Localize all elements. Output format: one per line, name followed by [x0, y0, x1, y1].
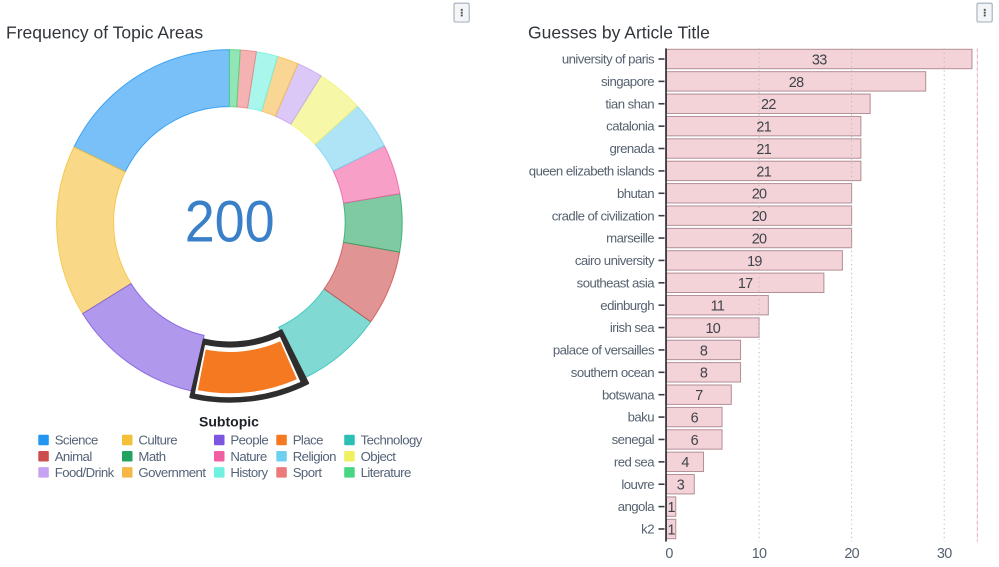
svg-text:Frequency of Topic Areas: Frequency of Topic Areas — [6, 22, 203, 42]
svg-text:4: 4 — [681, 455, 689, 471]
svg-text:Government: Government — [138, 465, 206, 480]
svg-text:Science: Science — [55, 433, 98, 448]
svg-text:1: 1 — [667, 522, 675, 538]
svg-text:21: 21 — [756, 142, 771, 158]
svg-text:louvre: louvre — [621, 477, 654, 492]
svg-text:3: 3 — [677, 478, 685, 494]
svg-text:edinburgh: edinburgh — [600, 298, 654, 313]
svg-text:Place: Place — [293, 433, 323, 448]
svg-text:university of paris: university of paris — [562, 52, 655, 67]
svg-text:cradle of civilization: cradle of civilization — [552, 208, 654, 223]
svg-text:Nature: Nature — [230, 449, 266, 464]
svg-text:cairo university: cairo university — [575, 253, 655, 268]
svg-text:Sport: Sport — [293, 465, 323, 480]
svg-text:Math: Math — [138, 449, 165, 464]
svg-text:Culture: Culture — [138, 433, 177, 448]
svg-text:catalonia: catalonia — [606, 119, 655, 134]
svg-text:22: 22 — [761, 97, 776, 113]
svg-text:singapore: singapore — [601, 74, 654, 89]
svg-text:History: History — [230, 465, 268, 480]
svg-text:11: 11 — [711, 299, 725, 315]
svg-text:Object: Object — [361, 449, 397, 464]
svg-text:Guesses by Article Title: Guesses by Article Title — [528, 22, 710, 42]
svg-text:red sea: red sea — [614, 454, 655, 469]
svg-text:k2: k2 — [641, 522, 654, 537]
svg-text:Animal: Animal — [55, 449, 93, 464]
svg-text:Technology: Technology — [361, 433, 423, 448]
svg-text:Literature: Literature — [361, 465, 411, 480]
svg-text:palace of versailles: palace of versailles — [553, 343, 655, 358]
svg-text:angola: angola — [618, 499, 656, 514]
svg-text:irish sea: irish sea — [610, 320, 655, 335]
svg-text:Food/Drink: Food/Drink — [55, 465, 115, 480]
svg-text:botswana: botswana — [602, 387, 655, 402]
svg-text:baku: baku — [628, 410, 655, 425]
svg-text:tian shan: tian shan — [605, 96, 654, 111]
svg-text:21: 21 — [756, 120, 771, 136]
svg-text:10: 10 — [752, 546, 767, 562]
svg-text:30: 30 — [937, 546, 952, 562]
svg-text:marseille: marseille — [606, 231, 654, 246]
svg-text:Religion: Religion — [293, 449, 336, 464]
svg-text:6: 6 — [691, 433, 699, 449]
svg-text:8: 8 — [700, 366, 708, 382]
svg-text:33: 33 — [812, 52, 827, 68]
svg-text:queen elizabeth islands: queen elizabeth islands — [529, 164, 655, 179]
svg-text:bhutan: bhutan — [617, 186, 654, 201]
svg-text:0: 0 — [665, 546, 673, 562]
svg-text:southeast asia: southeast asia — [577, 275, 656, 290]
svg-text:southern ocean: southern ocean — [571, 365, 654, 380]
svg-text:6: 6 — [691, 410, 699, 426]
svg-text:grenada: grenada — [609, 141, 655, 156]
svg-text:1: 1 — [667, 500, 675, 516]
svg-text:10: 10 — [705, 321, 720, 337]
svg-text:28: 28 — [789, 75, 804, 91]
svg-text:20: 20 — [752, 231, 767, 247]
svg-text:20: 20 — [844, 546, 859, 562]
svg-text:21: 21 — [756, 164, 771, 180]
svg-text:17: 17 — [738, 276, 753, 292]
svg-text:7: 7 — [695, 388, 703, 404]
svg-text:20: 20 — [752, 209, 767, 225]
svg-text:200: 200 — [185, 189, 275, 254]
svg-text:8: 8 — [700, 343, 708, 359]
svg-text:19: 19 — [747, 254, 762, 270]
svg-text:Subtopic: Subtopic — [199, 414, 259, 430]
svg-text:senegal: senegal — [612, 432, 655, 447]
svg-text:People: People — [230, 433, 268, 448]
svg-text:20: 20 — [752, 187, 767, 203]
